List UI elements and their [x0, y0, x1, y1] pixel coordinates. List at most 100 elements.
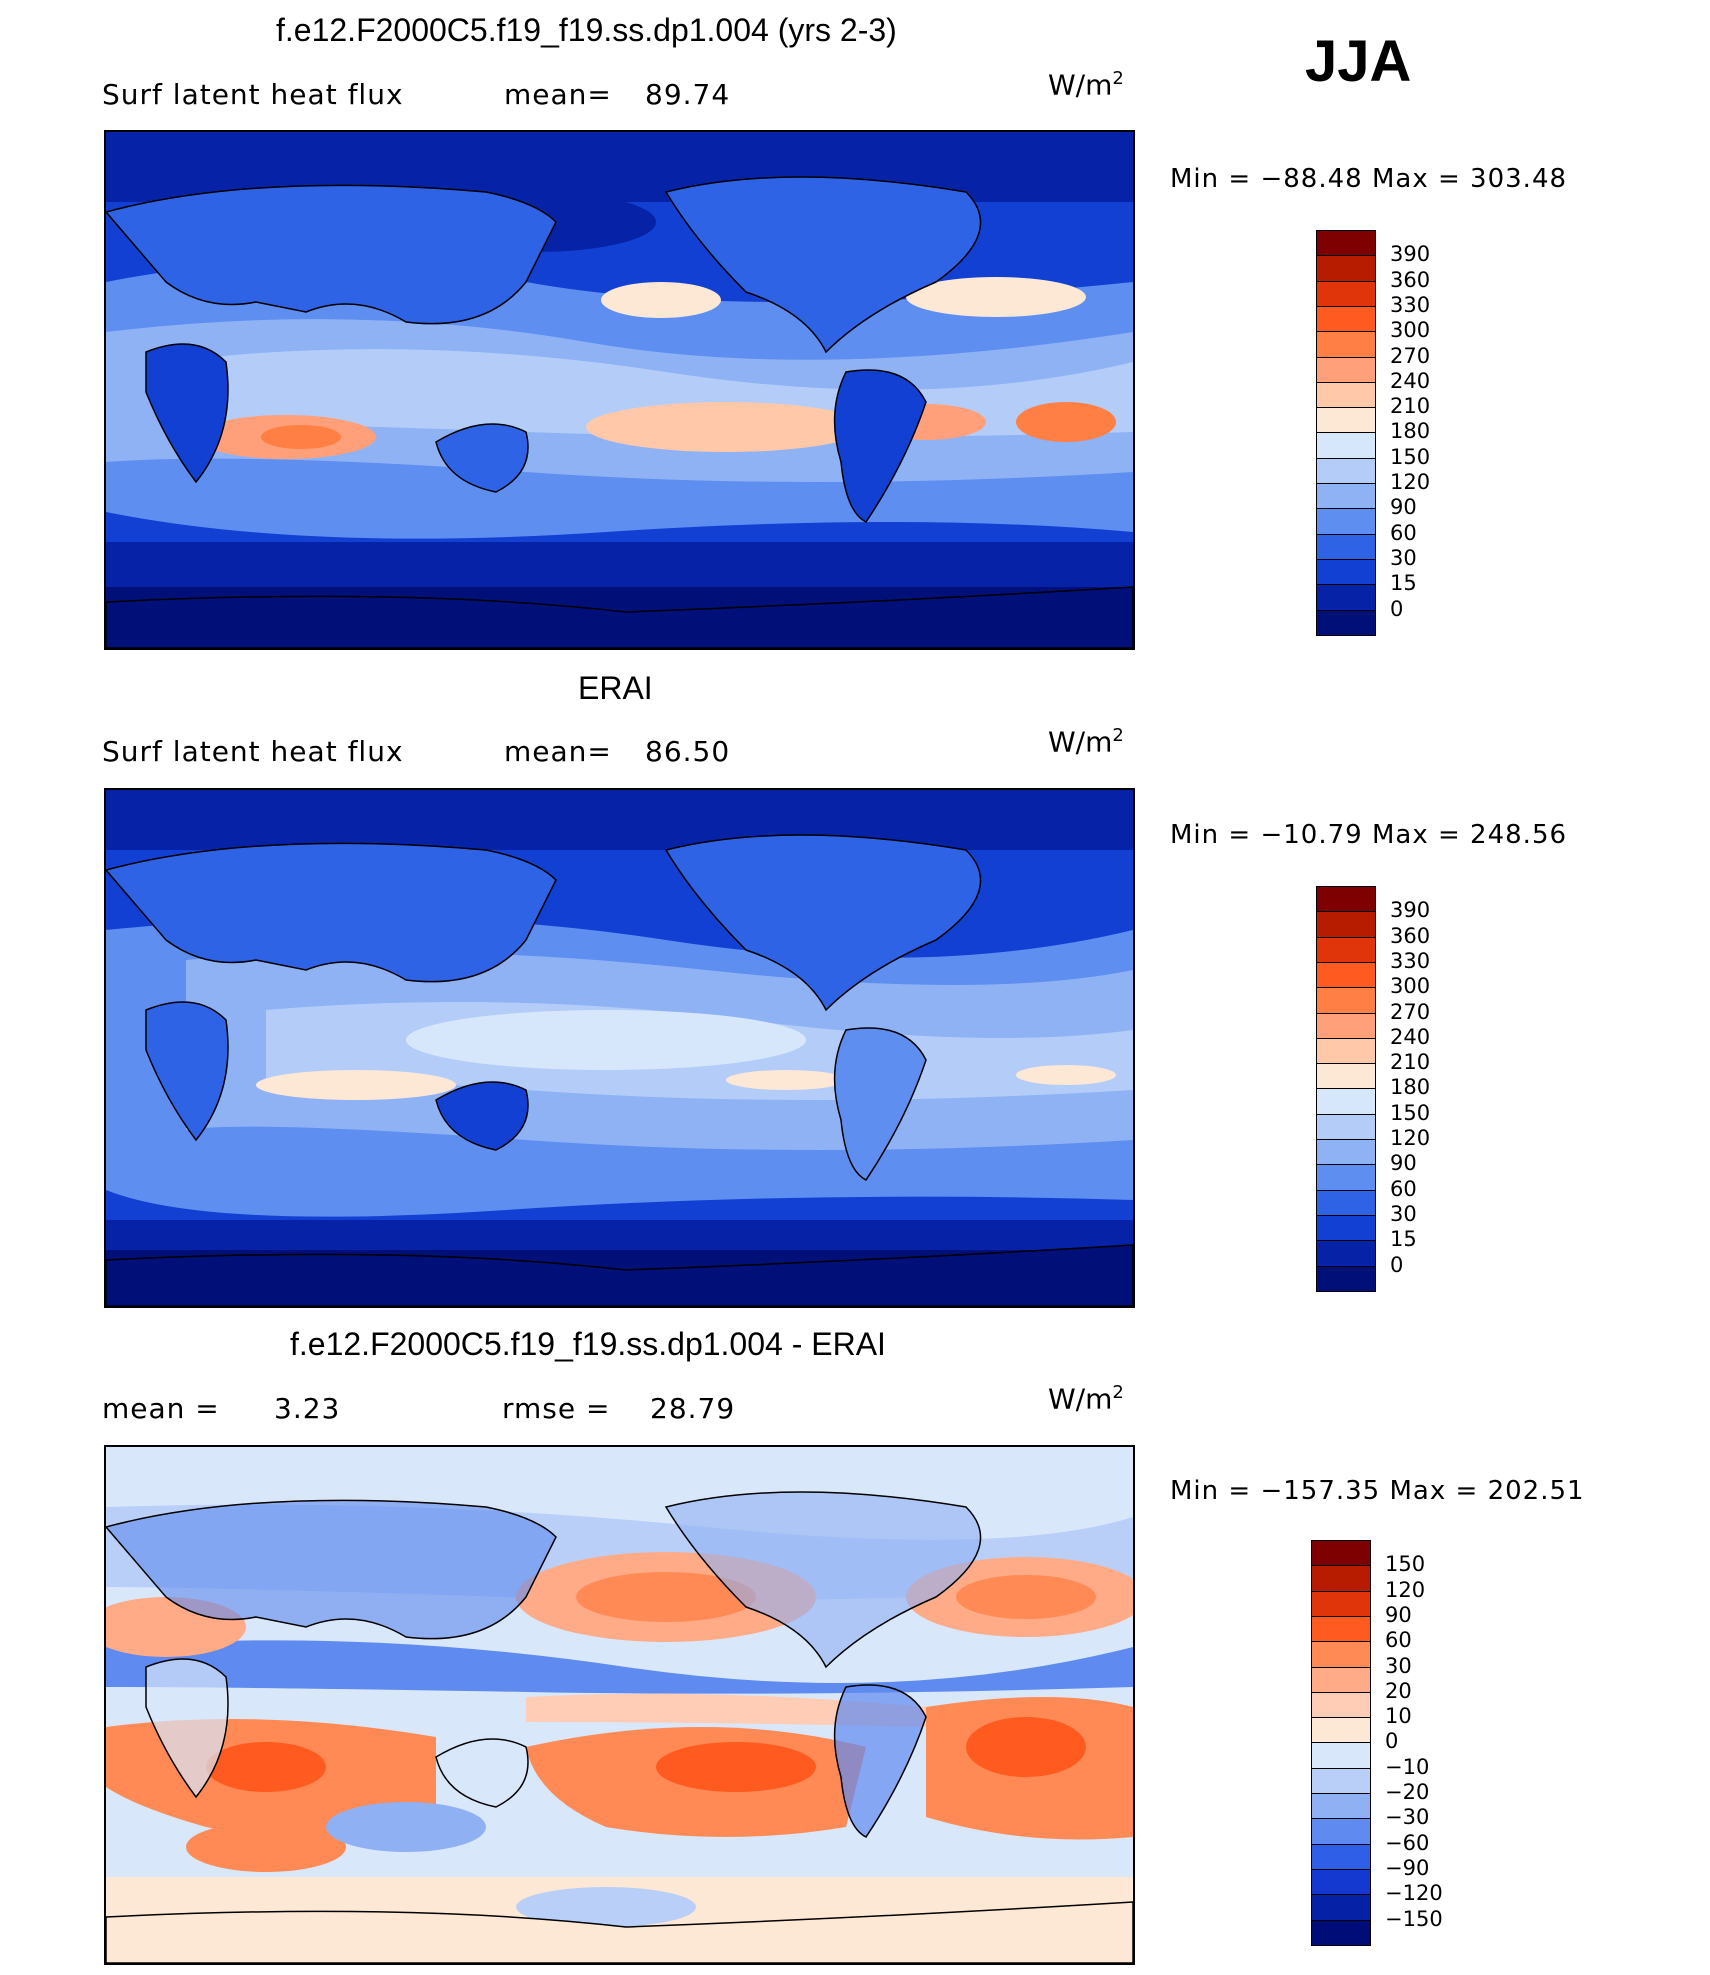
panel-diff-title: f.e12.F2000C5.f19_f19.ss.dp1.004 - ERAI	[290, 1326, 886, 1362]
colorbar-tick-label: 300	[1390, 974, 1431, 999]
colorbar-swatch	[1316, 432, 1376, 460]
colorbar-swatch	[1311, 1843, 1371, 1871]
colorbar-tick-label: 15	[1390, 571, 1417, 596]
panel-obs-units: W/m2	[1048, 725, 1124, 759]
colorbar-tick-label: 0	[1390, 1252, 1404, 1277]
colorbar-tick-label: 300	[1390, 318, 1431, 343]
panel-model-units: W/m2	[1048, 68, 1124, 102]
colorbar-tick-label: −20	[1385, 1780, 1430, 1804]
panel-diff-rmse-value: 28.79	[650, 1392, 736, 1425]
colorbar-tick-label: 180	[1390, 1075, 1431, 1100]
colorbar-tick-label: 0	[1390, 596, 1404, 621]
colorbar-swatch	[1316, 1189, 1376, 1217]
season-label: JJA	[1305, 29, 1412, 94]
colorbar-tick-label: 15	[1390, 1227, 1417, 1252]
colorbar-swatch	[1311, 1894, 1371, 1921]
colorbar-tick-label: −90	[1385, 1855, 1430, 1880]
panel-obs-map	[104, 788, 1135, 1308]
colorbar-tick-label: 150	[1385, 1552, 1426, 1577]
colorbar-swatch	[1316, 1164, 1376, 1192]
colorbar-tick-label: 360	[1390, 267, 1431, 292]
colorbar-tick-label: 150	[1390, 444, 1431, 469]
max-value: 248.56	[1470, 820, 1568, 850]
max-label: Max	[1371, 820, 1429, 850]
colorbar-tick-label: 20	[1385, 1678, 1412, 1703]
colorbar-tick-label: −60	[1385, 1830, 1430, 1855]
colorbar-swatch	[1316, 609, 1376, 637]
colorbar-swatch	[1316, 1265, 1376, 1293]
colorbar-swatch	[1316, 230, 1376, 257]
colorbar-swatch	[1311, 1565, 1371, 1593]
colorbar-swatch	[1316, 255, 1376, 283]
min-value: −157.35	[1260, 1476, 1381, 1506]
colorbar-tick-label: −30	[1385, 1805, 1430, 1830]
colorbar-tick-label: −150	[1385, 1906, 1443, 1931]
colorbar-tick-label: 90	[1390, 495, 1417, 520]
max-value: 202.51	[1487, 1476, 1585, 1506]
colorbar-tick-label: 390	[1390, 242, 1431, 267]
panel-obs-mean-value: 86.50	[645, 735, 731, 768]
colorbar-tick-label: 270	[1390, 999, 1431, 1024]
colorbar-tick-label: 120	[1385, 1577, 1426, 1602]
colorbar-tick-label: 30	[1390, 1201, 1417, 1226]
panel-model-title: f.e12.F2000C5.f19_f19.ss.dp1.004 (yrs 2-…	[276, 12, 897, 48]
colorbar-swatch	[1316, 483, 1376, 510]
colorbar-swatch	[1316, 911, 1376, 939]
colorbar-tick-label: −10	[1385, 1754, 1430, 1779]
colorbar-swatch	[1316, 457, 1376, 485]
panel-model-mean-value: 89.74	[645, 78, 731, 111]
colorbar-swatch	[1316, 1088, 1376, 1116]
colorbar-swatch	[1316, 987, 1376, 1014]
colorbar-swatch	[1311, 1767, 1371, 1795]
colorbar-tick-label: 210	[1390, 394, 1431, 419]
panel-model-variable-label: Surf latent heat flux	[102, 78, 404, 111]
colorbar-tick-label: −120	[1385, 1881, 1443, 1906]
colorbar-swatch	[1316, 1012, 1376, 1040]
max-label: Max	[1389, 1476, 1447, 1506]
colorbar-tick-label: 90	[1385, 1602, 1412, 1627]
colorbar-swatch	[1316, 356, 1376, 384]
panel-obs-minmax: Min = −10.79 Max = 248.56	[1170, 820, 1568, 850]
colorbar-swatch	[1316, 280, 1376, 308]
colorbar-tick-label: 330	[1390, 292, 1431, 317]
colorbar-tick-label: 30	[1385, 1653, 1412, 1678]
min-value: −88.48	[1260, 164, 1363, 194]
panel-diff-units: W/m2	[1048, 1382, 1124, 1416]
colorbar-tick-label: 60	[1385, 1628, 1412, 1653]
colorbar-tick-label: 360	[1390, 923, 1431, 948]
colorbar-swatch	[1311, 1590, 1371, 1618]
panel-obs-colorbar: 390 360 330 300 270 240 210 180 150 120 90 60 30 15 0	[1316, 886, 1446, 1296]
colorbar-swatch	[1311, 1717, 1371, 1744]
colorbar-swatch	[1316, 331, 1376, 358]
colorbar-swatch	[1316, 508, 1376, 536]
colorbar-tick-label: 390	[1390, 898, 1431, 923]
min-label: Min	[1170, 164, 1220, 194]
panel-obs-mean-label: mean=	[504, 735, 612, 768]
colorbar-swatch	[1316, 584, 1376, 611]
panel-model-map	[104, 130, 1135, 650]
min-label: Min	[1170, 1476, 1220, 1506]
colorbar-swatch	[1316, 1139, 1376, 1166]
colorbar-swatch	[1311, 1615, 1371, 1643]
max-value: 303.48	[1470, 164, 1568, 194]
colorbar-swatch	[1316, 1240, 1376, 1267]
colorbar-tick-label: 90	[1390, 1151, 1417, 1176]
colorbar-tick-label: 210	[1390, 1050, 1431, 1075]
colorbar-swatch	[1316, 533, 1376, 561]
colorbar-tick-label: 150	[1390, 1100, 1431, 1125]
colorbar-swatch	[1316, 381, 1376, 409]
panel-obs-title: ERAI	[578, 670, 653, 706]
colorbar-swatch	[1316, 558, 1376, 586]
colorbar-swatch	[1316, 886, 1376, 913]
panel-model-mean-label: mean=	[504, 78, 612, 111]
colorbar-tick-label: 240	[1390, 368, 1431, 393]
panel-diff-colorbar: 150 120 90 60 30 20 10 0 −10 −20 −30 −60 −90 −120 −150	[1311, 1540, 1443, 1950]
panel-diff-map	[104, 1445, 1135, 1965]
panel-diff-mean-label: mean =	[102, 1392, 220, 1425]
colorbar-swatch	[1316, 1214, 1376, 1242]
panel-obs-variable-label: Surf latent heat flux	[102, 735, 404, 768]
colorbar-swatch	[1311, 1742, 1371, 1770]
colorbar-tick-label: 60	[1390, 1176, 1417, 1201]
colorbar-tick-label: 30	[1390, 545, 1417, 570]
colorbar-swatch	[1311, 1641, 1371, 1668]
